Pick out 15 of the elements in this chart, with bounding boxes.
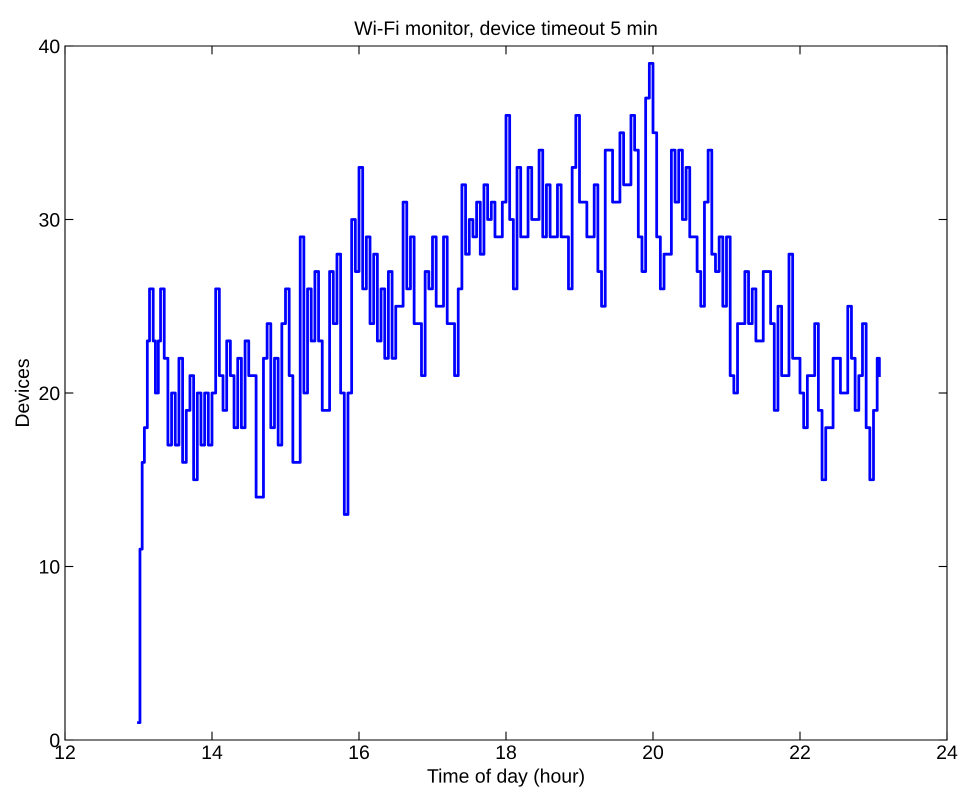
x-tick-label: 18 [496, 745, 516, 760]
x-tick-label: 12 [56, 745, 75, 759]
y-tick-label: 40 [38, 39, 60, 54]
y-tick-label: 0 [50, 733, 60, 748]
x-axis-title: Time of day (hour) [427, 768, 584, 787]
y-axis-title: Devices [14, 359, 30, 426]
x-tick-label: 14 [202, 746, 222, 759]
chart-title: Wi-Fi monitor, device timeout 5 min [354, 20, 657, 38]
x-tick-label: 22 [790, 745, 810, 759]
x-tick-label: 24 [937, 745, 958, 759]
x-tick-label: 16 [350, 745, 369, 760]
y-tick-label: 10 [40, 560, 60, 574]
y-tick-label: 20 [39, 386, 60, 400]
x-tick-label: 20 [643, 745, 664, 760]
y-tick-label: 30 [39, 212, 60, 227]
